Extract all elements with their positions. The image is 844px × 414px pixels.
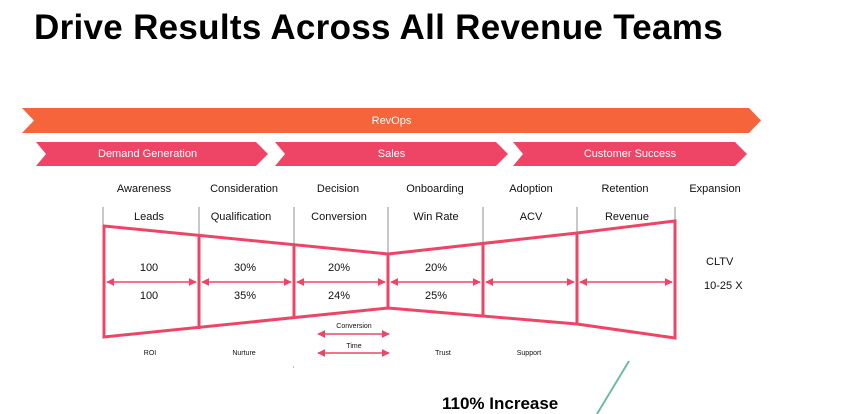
expansion-metric-value: 10-25 X bbox=[704, 280, 743, 292]
rate-top-consideration: 30% bbox=[233, 262, 257, 274]
callout-pointer bbox=[596, 360, 630, 414]
stage-expansion: Expansion bbox=[689, 183, 741, 195]
metric-qualification: Qualification bbox=[210, 211, 272, 223]
column-guides bbox=[102, 207, 676, 254]
team-label-demand-generation: Demand Generation bbox=[98, 148, 198, 160]
stage-adoption: Adoption bbox=[509, 183, 553, 195]
metric-revenue: Revenue bbox=[604, 211, 650, 223]
rate-top-decision: 20% bbox=[327, 262, 351, 274]
stage-decision: Decision bbox=[316, 183, 360, 195]
stage-retention: Retention bbox=[601, 183, 649, 195]
team-label-sales: Sales bbox=[377, 148, 406, 160]
rate-bottom-awareness: 100 bbox=[139, 290, 159, 302]
increase-callout: 110% Increase bbox=[442, 394, 559, 413]
rate-top-awareness: 100 bbox=[139, 262, 159, 274]
expansion-metric-label: CLTV bbox=[706, 256, 734, 268]
team-banner-shape bbox=[513, 142, 747, 166]
bottom-label-support: Support bbox=[516, 350, 542, 357]
bottom-label-roi: ROI bbox=[143, 350, 157, 357]
rate-bottom-consideration: 35% bbox=[233, 290, 257, 302]
bottom-label-nurture: Nurture bbox=[232, 350, 256, 357]
rate-bottom-onboarding: 25% bbox=[424, 290, 448, 302]
time-arrow-label: Time bbox=[346, 343, 362, 350]
stage-consideration: Consideration bbox=[210, 183, 278, 195]
team-banner-shape bbox=[36, 142, 268, 166]
bottom-label-trust: Trust bbox=[435, 350, 451, 357]
metric-acv: ACV bbox=[519, 211, 543, 223]
team-banner-demand-generation: Demand Generation bbox=[36, 142, 268, 166]
revops-banner-shape bbox=[22, 108, 761, 133]
revops-banner: RevOps bbox=[22, 108, 761, 133]
team-banner-shape bbox=[275, 142, 508, 166]
stage-awareness: Awareness bbox=[116, 183, 172, 195]
stage-onboarding: Onboarding bbox=[406, 183, 464, 195]
metric-win-rate: Win Rate bbox=[413, 211, 459, 223]
metric-leads: Leads bbox=[134, 211, 164, 223]
metric-conversion: Conversion bbox=[311, 211, 367, 223]
team-banner-customer-success: Customer Success bbox=[513, 142, 747, 166]
conversion-arrow-label: Conversion bbox=[336, 323, 372, 330]
revops-label: RevOps bbox=[371, 114, 412, 127]
page-title: Drive Results Across All Revenue Teams bbox=[34, 8, 723, 47]
rate-top-onboarding: 20% bbox=[424, 262, 448, 274]
team-banner-sales: Sales bbox=[275, 142, 508, 166]
rate-bottom-decision: 24% bbox=[327, 290, 351, 302]
team-label-customer-success: Customer Success bbox=[583, 148, 677, 160]
